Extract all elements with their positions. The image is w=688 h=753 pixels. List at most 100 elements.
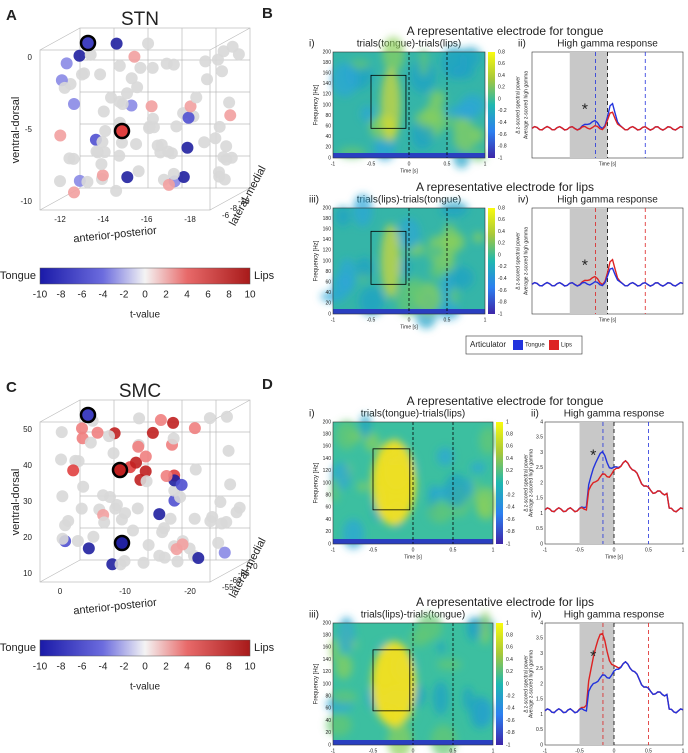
electrode [156, 526, 169, 539]
electrode [121, 87, 134, 100]
heatmap-blob [470, 462, 486, 474]
colorbar-tick-label: -4 [99, 662, 108, 673]
electrode [60, 57, 73, 70]
colorbar-left-label: Tongue [0, 642, 36, 654]
electrode [199, 55, 212, 68]
colorbar-tick-label: -0.4 [506, 706, 515, 712]
y-tick-label: 3 [540, 651, 543, 657]
y-axis-label: lateral-medial [227, 164, 269, 228]
heatmap-blob [380, 67, 401, 143]
highlight-electrode [79, 34, 97, 52]
x-axis-label: Time [s] [605, 554, 623, 560]
electrode [216, 65, 229, 78]
electrode [87, 530, 100, 543]
y-tick-label: 100 [323, 258, 332, 264]
response-line [531, 111, 684, 131]
y-tick-label: 40 [325, 134, 331, 140]
electrode [162, 145, 175, 158]
heatmap-blob [426, 245, 436, 261]
y-tick-label: 80 [325, 113, 331, 119]
colorbar-tick-label: -0.4 [506, 505, 515, 511]
x-axis-label: anterior-posterior [73, 225, 158, 246]
y-tick-label: 60 [325, 505, 331, 511]
electrode [67, 464, 80, 477]
x-tick-label: 0.5 [450, 748, 457, 753]
colorbar-tick-label: 0.2 [506, 468, 513, 474]
heatmap-blob [436, 659, 462, 670]
legend-swatch [549, 340, 559, 350]
x-tick-label: -1 [331, 317, 336, 323]
electrode [54, 129, 67, 142]
electrode [67, 98, 80, 111]
x-axis-label: Time [s] [404, 554, 422, 560]
electrode [170, 543, 183, 556]
heatmap-blob [342, 518, 365, 550]
electrode [110, 37, 123, 50]
heatmap-blob [444, 473, 469, 508]
y-tick-label: 180 [323, 60, 332, 66]
z-tick-label: 20 [23, 533, 32, 542]
y-tick-label: 180 [323, 432, 332, 438]
electrode [94, 68, 107, 81]
box-edge [209, 187, 251, 211]
z-tick-label: 0 [28, 53, 33, 62]
electrode [133, 412, 146, 425]
electrode [139, 450, 152, 463]
colorbar-title: Δ z-scored spectral power [515, 232, 521, 290]
heatmap-blobs [320, 194, 485, 329]
electrode [113, 59, 126, 72]
heatmap-floor [333, 539, 493, 544]
electrode [146, 61, 159, 74]
electrode [174, 491, 187, 504]
electrode [75, 68, 88, 81]
legend-title: Articulator [470, 340, 506, 349]
y-tick-label: 40 [325, 718, 331, 724]
x-tick-label: -0.5 [369, 547, 378, 553]
heatmap-blob [466, 617, 480, 642]
colorbar-tick-label: -0.2 [498, 264, 507, 270]
z-tick-label: 30 [23, 497, 32, 506]
colorbar-tick-label: 0 [498, 96, 501, 102]
electrode [190, 91, 203, 104]
electrode [160, 57, 173, 70]
electrode [189, 463, 202, 476]
significance-star: * [582, 102, 588, 119]
colorbar-tick-label: -6 [78, 290, 87, 301]
row-heading: A representative electrode for lips [416, 180, 594, 194]
points [54, 37, 245, 199]
y-tick-label: 3.5 [536, 435, 543, 441]
x-tick-label: -10 [119, 587, 131, 596]
colorbar-tick-label: 0.6 [498, 217, 505, 223]
electrode [56, 490, 69, 503]
y-axis-label: Average z-scored high gamma [528, 449, 534, 517]
y-tick-label: 200 [323, 205, 332, 211]
y-axis-label: Frequency [Hz] [314, 84, 320, 125]
plot-frame [332, 207, 486, 315]
colorbar-title: Δ z-scored spectral power [523, 655, 529, 713]
y-tick-label: 20 [325, 529, 331, 535]
y-tick-label: 160 [323, 71, 332, 77]
colorbar-left-label: Tongue [0, 270, 36, 282]
heatmap-blob [380, 223, 401, 299]
x-tick-label: -18 [184, 215, 196, 224]
heatmap-blob [428, 235, 454, 250]
electrode [97, 105, 110, 118]
y-tick-label: 0 [328, 155, 331, 161]
x-axis-label: Time [s] [599, 161, 617, 167]
box-edge [209, 399, 251, 423]
colorbar-tick-label: -0.8 [506, 529, 515, 535]
heatmap-blob [475, 486, 498, 520]
x-tick-label: 0 [412, 547, 415, 553]
x-tick-label: -1 [331, 748, 336, 753]
x-tick-label: -1 [543, 547, 548, 553]
subpanel-label: i) [309, 39, 315, 50]
y-tick-label: 0 [540, 541, 543, 547]
x-tick-label: -0.5 [575, 547, 584, 553]
electrode [209, 132, 222, 145]
x-tick-label: 0 [408, 317, 411, 323]
plot-title: High gamma response [564, 409, 665, 420]
y-axis-label: Average z-scored high gamma [523, 71, 529, 139]
legend-swatch [513, 340, 523, 350]
electrode [107, 447, 120, 460]
heatmap-blob [448, 232, 466, 251]
